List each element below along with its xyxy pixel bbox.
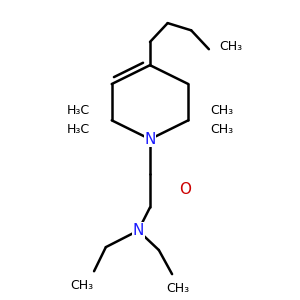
Text: CH₃: CH₃	[219, 40, 242, 53]
Text: N: N	[144, 132, 156, 147]
Text: N: N	[133, 223, 144, 238]
Text: CH₃: CH₃	[210, 104, 233, 117]
Text: CH₃: CH₃	[167, 282, 190, 295]
Text: O: O	[179, 182, 191, 197]
Text: H₃C: H₃C	[67, 122, 90, 136]
Text: CH₃: CH₃	[210, 123, 233, 136]
Text: CH₃: CH₃	[71, 279, 94, 292]
Text: H₃C: H₃C	[67, 104, 90, 117]
